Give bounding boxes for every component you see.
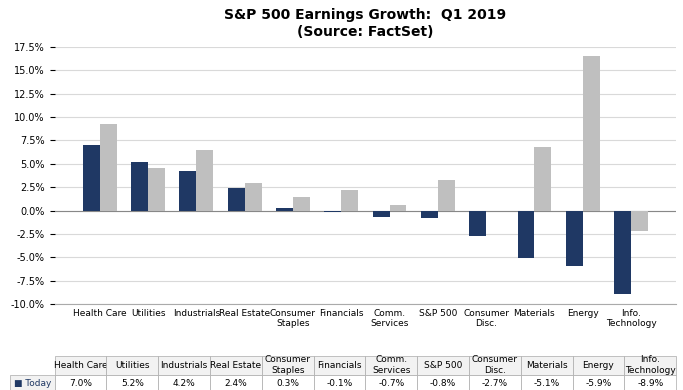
- Bar: [583, 56, 600, 211]
- Bar: [276, 208, 293, 211]
- Bar: [373, 211, 389, 217]
- Bar: [83, 145, 100, 211]
- Title: S&P 500 Earnings Growth:  Q1 2019
(Source: FactSet): S&P 500 Earnings Growth: Q1 2019 (Source…: [224, 9, 507, 39]
- Bar: [100, 124, 117, 211]
- Bar: [180, 171, 197, 211]
- Bar: [148, 168, 165, 211]
- Bar: [227, 188, 245, 211]
- Bar: [342, 190, 358, 211]
- Bar: [421, 211, 438, 218]
- Bar: [293, 197, 310, 211]
- Bar: [469, 211, 486, 236]
- Bar: [389, 205, 406, 211]
- Bar: [438, 180, 455, 211]
- Bar: [534, 147, 551, 211]
- Bar: [566, 211, 583, 266]
- Bar: [614, 211, 631, 294]
- Bar: [131, 162, 148, 211]
- Bar: [245, 183, 262, 211]
- Bar: [518, 211, 534, 258]
- Bar: [631, 211, 648, 231]
- Bar: [197, 150, 213, 211]
